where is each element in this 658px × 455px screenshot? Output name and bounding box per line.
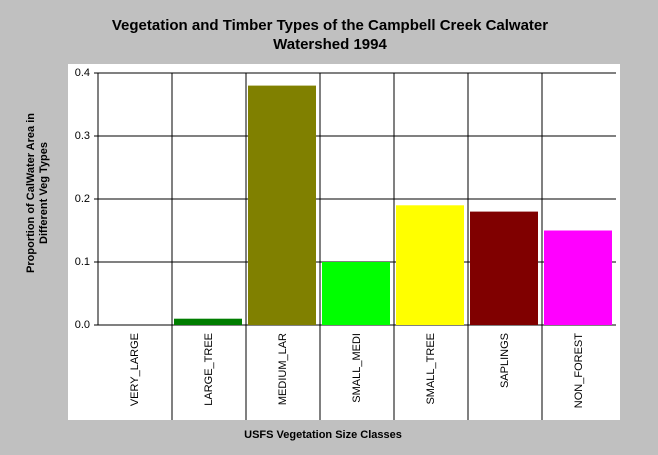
x-tick-label: VERY_LARGE — [129, 333, 141, 406]
bar — [322, 262, 390, 325]
y-tick-label: 0.4 — [75, 67, 90, 79]
chart-title: Watershed 1994 — [273, 36, 387, 53]
y-tick-label: 0.0 — [75, 319, 90, 331]
y-tick-label: 0.3 — [75, 130, 90, 142]
bar — [174, 318, 242, 325]
y-axis-title: Proportion of CalWater Area in — [25, 113, 37, 273]
bar — [470, 211, 538, 325]
y-tick-label: 0.2 — [75, 193, 90, 205]
y-axis-title: Different Veg Types — [38, 142, 50, 244]
chart-title: Vegetation and Timber Types of the Campb… — [112, 17, 548, 34]
bar — [248, 85, 316, 325]
y-tick-label: 0.1 — [75, 256, 90, 268]
x-tick-label: NON_FOREST — [573, 333, 585, 408]
bar — [544, 230, 612, 325]
x-tick-label: SMALL_MEDI — [351, 333, 363, 403]
x-tick-label: SMALL_TREE — [425, 333, 437, 405]
x-axis-title: USFS Vegetation Size Classes — [244, 429, 402, 441]
x-tick-label: SAPLINGS — [499, 333, 511, 388]
bar — [396, 205, 464, 325]
x-tick-label: MEDIUM_LAR — [277, 333, 289, 405]
x-tick-label: LARGE_TREE — [203, 333, 215, 406]
